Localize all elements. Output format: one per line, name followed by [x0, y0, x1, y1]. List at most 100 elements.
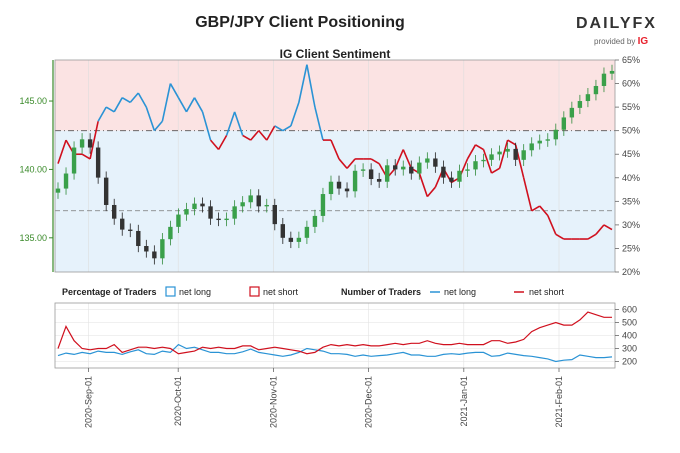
price-candle-body — [304, 226, 310, 238]
price-candle-body — [328, 181, 334, 195]
sentiment-segment — [185, 97, 196, 113]
sentiment-segment — [330, 139, 340, 160]
price-candle-body — [112, 204, 117, 219]
sentiment-segment — [603, 224, 613, 231]
price-candle-body — [336, 181, 342, 189]
sentiment-segment — [89, 121, 99, 160]
sentiment-segment — [290, 102, 300, 127]
sentiment-segment — [217, 134, 228, 150]
sentiment-segment — [169, 83, 180, 99]
dailyfx-logo: DAILYFX — [576, 15, 657, 32]
price-candle-body — [553, 129, 558, 140]
sentiment-segment — [250, 130, 260, 141]
top-panel-marks — [55, 64, 615, 265]
sentiment-segment — [129, 92, 139, 103]
sentiment-segment — [370, 158, 380, 165]
price-candle-body — [465, 169, 470, 171]
pct-tick-label-8: 60% — [622, 79, 640, 89]
ig-logo: IG — [637, 36, 649, 47]
sentiment-segment — [498, 139, 509, 169]
date-tick-label-4: 2021-Jan-01 — [459, 376, 469, 427]
percent-axis-ticks: 20% 25% 30% 35% 40% 45% 50% 55% 60% 65% — [615, 55, 640, 277]
traders-series-net-short — [57, 311, 612, 355]
legend-pct-long-swatch — [165, 286, 176, 297]
price-candle-body — [152, 251, 157, 259]
price-candle-body — [393, 165, 398, 170]
price-candle-body — [569, 107, 575, 118]
price-tick-label-2: 145.00 — [19, 96, 47, 106]
sentiment-segment — [201, 111, 212, 141]
traders-tick-label-2: 400 — [622, 331, 637, 341]
sentiment-segment — [402, 149, 413, 169]
price-candle-body — [224, 218, 229, 221]
price-candle-body — [55, 188, 61, 193]
sentiment-segment — [539, 205, 549, 216]
price-candle-body — [401, 166, 406, 170]
price-candle-body — [168, 226, 173, 240]
price-candle-body — [264, 204, 269, 207]
legend-pct-short-swatch — [249, 286, 260, 297]
sentiment-segment — [346, 158, 356, 169]
price-candle-body — [593, 85, 599, 95]
traders-tick-label-0: 200 — [622, 357, 637, 367]
pct-tick-label-4: 40% — [622, 173, 640, 183]
date-tick-label-0: 2020-Sep-01 — [84, 376, 94, 428]
net-short-zone — [55, 60, 615, 131]
price-tick-label-1: 140.00 — [19, 164, 47, 174]
date-tick-label-1: 2020-Oct-01 — [173, 376, 183, 426]
top-panel-frame — [54, 59, 616, 273]
sentiment-segment — [274, 125, 284, 132]
sentiment-segment — [193, 97, 204, 113]
bottom-panel-marks — [57, 311, 613, 363]
price-candle-body — [296, 237, 302, 242]
sentiment-segment — [258, 130, 268, 141]
price-candle-body — [144, 246, 149, 252]
sentiment-segment — [491, 167, 500, 174]
bottom-panel-grid — [55, 303, 615, 368]
legend-pct-short: net short — [263, 287, 299, 297]
date-tick-label-3: 2020-Dec-01 — [364, 376, 374, 428]
sentiment-segment — [105, 106, 115, 113]
pct-tick-label-7: 55% — [622, 102, 640, 112]
price-candle-body — [288, 237, 294, 242]
sentiment-segment — [547, 215, 557, 235]
price-candle-body — [376, 178, 382, 182]
price-candle-body — [497, 151, 502, 155]
price-candle-body — [433, 158, 438, 167]
sentiment-segment — [338, 158, 348, 169]
pct-tick-label-2: 30% — [622, 220, 640, 230]
price-candle-body — [537, 140, 542, 144]
price-candle-body — [561, 117, 567, 130]
price-candle-body — [521, 150, 526, 160]
price-candle-body — [441, 166, 446, 178]
traders-tick-label-4: 600 — [622, 305, 637, 315]
sentiment-segment — [298, 64, 308, 103]
sentiment-segment — [466, 144, 477, 160]
price-candle-body — [529, 143, 534, 151]
date-tick-label-5: 2021-Feb-01 — [554, 376, 564, 428]
net-long-zone — [55, 130, 615, 272]
provided-by-text: provided by — [594, 37, 636, 46]
price-candle-body — [248, 195, 253, 203]
date-axis-ticks: 2020-Sep-01 2020-Oct-01 2020-Nov-01 2020-De… — [84, 368, 564, 428]
price-candle-body — [120, 218, 125, 230]
price-candle-body — [425, 158, 430, 163]
sentiment-segment — [266, 125, 276, 141]
sentiment-segment — [306, 64, 316, 108]
price-candle-body — [128, 229, 133, 231]
legend-num-title: Number of Traders — [341, 287, 421, 297]
sentiment-segment — [81, 153, 91, 160]
pct-tick-label-3: 35% — [622, 196, 640, 206]
price-candle-body — [449, 177, 454, 182]
sentiment-segment — [426, 186, 436, 198]
price-candle-body — [71, 147, 77, 174]
price-candle-body — [505, 148, 510, 152]
price-tick-label-0: 135.00 — [19, 233, 47, 243]
price-candle-body — [79, 139, 85, 148]
price-candle-body — [176, 214, 181, 227]
price-candle-body — [240, 202, 245, 207]
price-candle-body — [457, 170, 462, 182]
chart-subtitle: IG Client Sentiment — [279, 47, 391, 61]
sentiment-segment — [282, 125, 292, 132]
